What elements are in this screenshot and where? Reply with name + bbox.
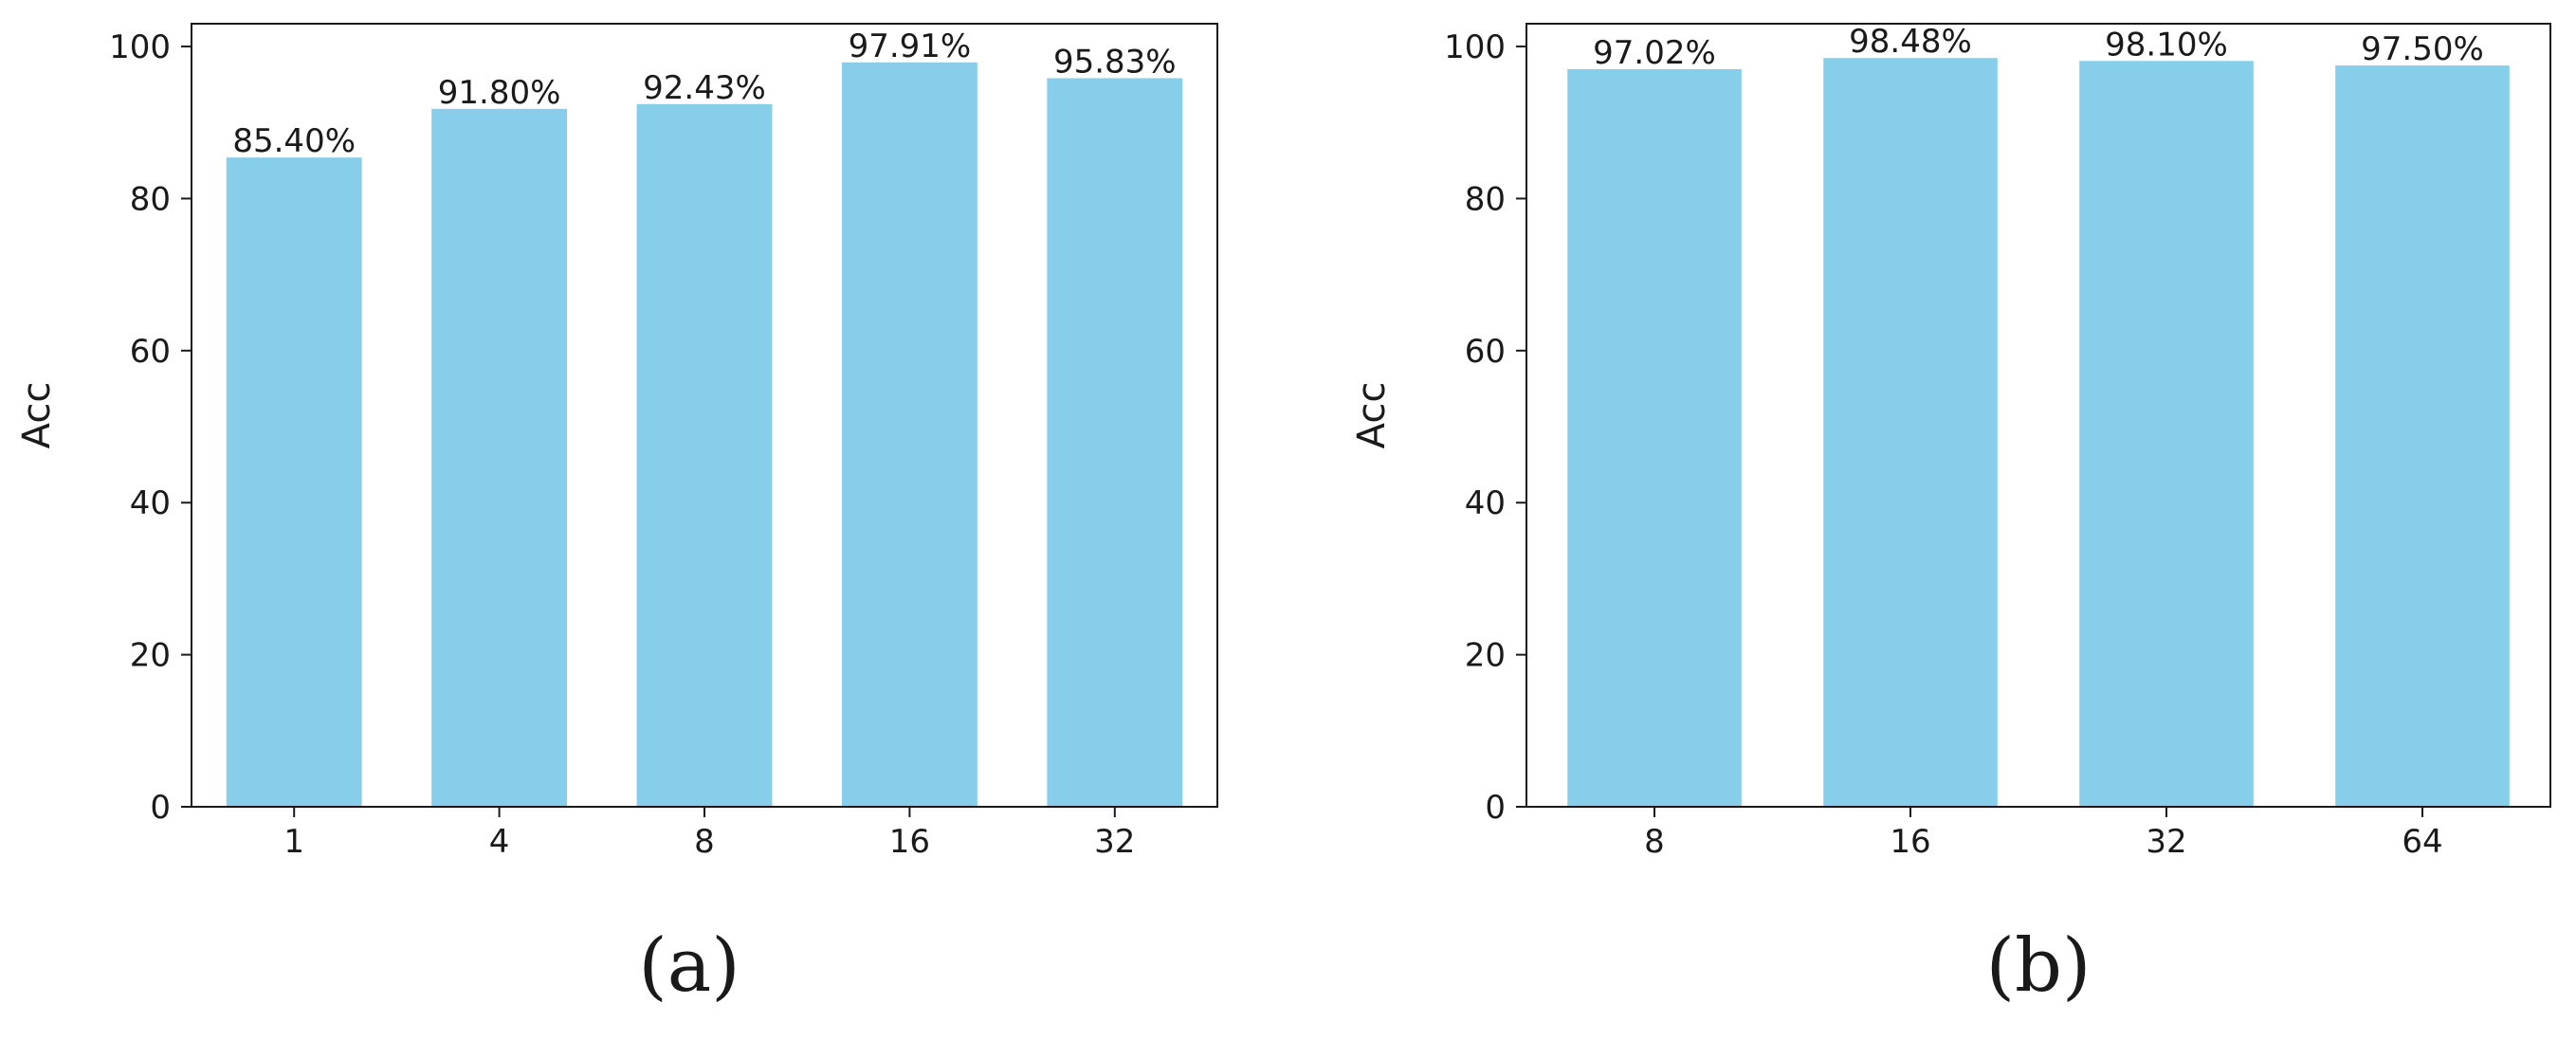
chart-0-x-tick-label-8: 8 (694, 823, 715, 861)
chart-0-x-tick-label-1: 1 (283, 823, 304, 861)
chart-1-data-label-16: 98.48% (1849, 23, 1972, 61)
chart-panel-a: 85.40% 1 91.80% 4 92.43% 8 97.91% 16 95.83% 32 0 20… (15, 23, 1218, 1009)
chart-1-axes-frame (1526, 23, 2551, 808)
chart-0-x-tick-label-16: 16 (889, 823, 930, 861)
chart-0-x-tick-label-32: 32 (1094, 823, 1135, 861)
chart-1-data-label-8: 97.02% (1593, 34, 1716, 72)
chart-1-data-label-64: 97.50% (2361, 30, 2484, 68)
chart-0-y-tick-label-40: 40 (130, 484, 171, 522)
chart-0-data-label-16: 97.91% (849, 27, 972, 65)
chart-0-axes-frame (191, 23, 1218, 808)
chart-0-data-label-4: 91.80% (438, 74, 561, 112)
chart-0-y-tick-label-100: 100 (109, 28, 171, 66)
chart-0-data-label-32: 95.83% (1053, 43, 1177, 81)
chart-1-y-tick-label-0: 0 (1485, 789, 1506, 827)
chart-1-bar-8 (1567, 68, 1742, 807)
chart-0-y-tick-label-20: 20 (130, 637, 171, 675)
chart-1-x-tick-label-8: 8 (1644, 823, 1665, 861)
chart-0-y-tick-label-0: 0 (150, 789, 171, 827)
chart-0-bar-32 (1047, 78, 1183, 808)
chart-1-panel-caption: (b) (1986, 923, 2092, 1009)
chart-0-bar-4 (431, 108, 568, 807)
chart-0-bar-1 (226, 157, 362, 808)
chart-0-data-label-8: 92.43% (643, 69, 766, 107)
chart-1-y-tick-label-60: 60 (1465, 333, 1506, 371)
chart-1-y-tick-label-20: 20 (1465, 637, 1506, 675)
chart-1-x-tick-label-16: 16 (1890, 823, 1930, 861)
chart-1-bar-64 (2335, 65, 2510, 807)
chart-1-y-tick-label-80: 80 (1465, 180, 1506, 218)
chart-1-data-label-32: 98.10% (2105, 26, 2228, 64)
chart-0-panel-caption: (a) (638, 923, 740, 1009)
chart-0-x-tick-label-4: 4 (489, 823, 510, 861)
chart-1-y-axis-label: Acc (1350, 382, 1394, 449)
chart-0-bar-16 (841, 62, 977, 807)
chart-panel-b: 97.02% 8 98.48% 16 98.10% 32 97.50% 64 0 20 40 60 80… (1350, 23, 2551, 1009)
chart-1-bar-32 (2079, 61, 2254, 807)
chart-1-x-tick-label-64: 64 (2402, 823, 2442, 861)
chart-1-y-tick-label-40: 40 (1465, 484, 1506, 522)
chart-1-x-tick-label-32: 32 (2146, 823, 2186, 861)
chart-0-bar-8 (636, 103, 773, 807)
chart-0-y-tick-label-80: 80 (130, 180, 171, 218)
chart-0-y-axis-label: Acc (15, 382, 59, 449)
chart-0-data-label-1: 85.40% (232, 122, 356, 160)
chart-1-y-tick-label-100: 100 (1444, 28, 1506, 66)
chart-0-y-tick-label-60: 60 (130, 333, 171, 371)
chart-1-bar-16 (1823, 58, 1998, 808)
